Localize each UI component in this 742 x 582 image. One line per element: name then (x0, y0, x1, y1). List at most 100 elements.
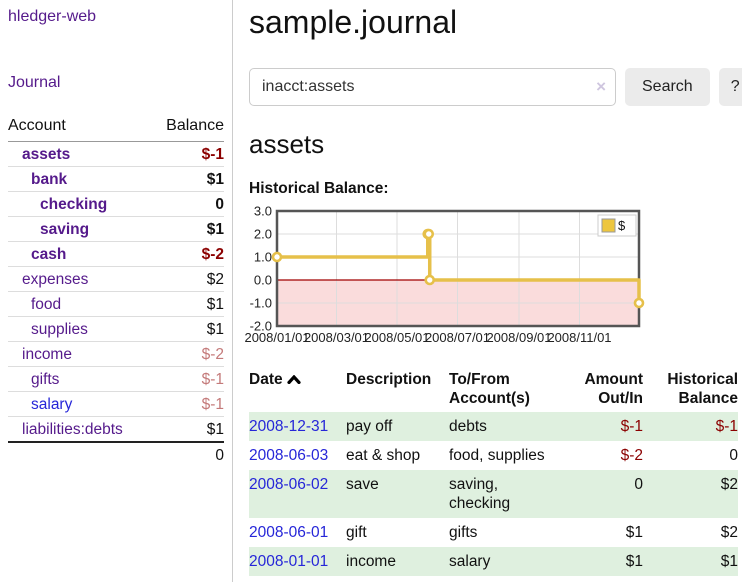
register-row: 2008-12-31 pay off debts $-1 $-1 (249, 412, 738, 441)
account-link[interactable]: bank (31, 170, 68, 188)
data-point-marker[interactable] (633, 297, 645, 309)
brand-link[interactable]: hledger-web (8, 8, 97, 25)
page-title: sample.journal (249, 4, 458, 40)
accounts-total-row: 0 (8, 441, 224, 468)
y-axis-tick-label: 0.0 (254, 273, 272, 288)
transaction-date-link[interactable]: 2008-06-02 (249, 476, 329, 493)
transaction-description: pay off (346, 418, 393, 435)
amount-header-line2: Out/In (598, 390, 643, 407)
register-header-row: Date Description To/From Account(s) Amou… (249, 368, 738, 412)
transaction-accounts: salary (449, 553, 491, 570)
accounts-column-header[interactable]: To/From Account(s) (449, 368, 559, 412)
x-axis-tick-label: 2008/07/01 (425, 330, 490, 345)
balance-column-header[interactable]: Historical Balance (643, 368, 738, 412)
account-balance: $-1 (201, 145, 224, 163)
y-axis-tick-label: 2.0 (254, 227, 272, 242)
search-form: × Search ? (249, 68, 742, 106)
amount-header-line1: Amount (584, 371, 643, 388)
account-link[interactable]: food (31, 295, 62, 313)
transaction-accounts: saving, checking (449, 476, 511, 512)
register-table: Date Description To/From Account(s) Amou… (249, 368, 738, 576)
account-link[interactable]: cash (31, 245, 67, 263)
account-link[interactable]: salary (31, 395, 73, 413)
account-link[interactable]: liabilities:debts (22, 420, 123, 438)
accounts-table: Account Balance assets $-1 bank $1 checking 0… (8, 114, 224, 468)
x-axis-tick-label: 2008/03/01 (304, 330, 369, 345)
register-cell: 2008-12-31 (249, 412, 346, 441)
account-row: expenses $2 (8, 266, 224, 291)
account-balance: $1 (206, 420, 224, 438)
account-row: supplies $1 (8, 316, 224, 341)
register-cell: 2008-06-02 (249, 470, 346, 518)
account-balance: $-2 (201, 245, 224, 263)
main-content: sample.journal × Search ? assets Histori… (233, 0, 742, 582)
balance-header-line2: Balance (678, 390, 738, 407)
accounts-table-header: Account Balance (8, 114, 224, 142)
transaction-date-link[interactable]: 2008-01-01 (249, 553, 329, 570)
account-balance: $-1 (201, 395, 224, 413)
register-cell: 2008-01-01 (249, 547, 346, 576)
search-button[interactable]: Search (625, 68, 710, 106)
x-axis-tick-label: 2008/11/01 (547, 330, 611, 345)
data-point-marker[interactable] (271, 251, 283, 263)
register-cell: 2008-06-03 (249, 441, 346, 470)
transaction-description: gift (346, 524, 367, 541)
account-balance: $2 (206, 270, 224, 288)
amount-column-header[interactable]: Amount Out/In (559, 368, 643, 412)
transaction-accounts: gifts (449, 524, 478, 541)
account-balance: $-1 (201, 370, 224, 388)
account-link[interactable]: income (22, 345, 72, 363)
account-balance: $1 (206, 170, 224, 188)
transaction-date-link[interactable]: 2008-06-01 (249, 524, 329, 541)
account-link[interactable]: gifts (31, 370, 60, 388)
account-row: food $1 (8, 291, 224, 316)
description-column-header[interactable]: Description (346, 371, 432, 388)
help-button[interactable]: ? (718, 68, 742, 106)
search-input[interactable] (249, 68, 616, 106)
transaction-amount: $1 (625, 524, 643, 541)
sidebar: hledger-web Journal Account Balance asse… (0, 0, 233, 582)
transaction-balance: $-1 (715, 418, 738, 435)
accounts-table-body: assets $-1 bank $1 checking 0 saving $1 cash $-2 e… (8, 142, 224, 441)
sidebar-item-journal[interactable]: Journal (8, 74, 61, 91)
account-link[interactable]: checking (40, 195, 108, 213)
x-axis-tick-label: 2008/01/01 (244, 330, 309, 345)
transaction-accounts: food, supplies (449, 447, 545, 464)
transaction-balance: $2 (720, 524, 738, 541)
account-row: bank $1 (8, 166, 224, 191)
register-row: 2008-06-03 eat & shop food, supplies $-2 0 (249, 441, 738, 470)
data-point-marker[interactable] (423, 228, 435, 240)
account-link[interactable]: saving (40, 220, 90, 238)
transaction-description: save (346, 476, 379, 493)
account-link[interactable]: supplies (31, 320, 88, 338)
account-balance: $-2 (201, 345, 224, 363)
account-row: checking 0 (8, 191, 224, 216)
account-row: cash $-2 (8, 241, 224, 266)
account-row: liabilities:debts $1 (8, 416, 224, 441)
data-point-marker[interactable] (424, 274, 436, 286)
legend-swatch (601, 218, 616, 233)
account-link[interactable]: expenses (22, 270, 89, 288)
register-row: 2008-06-01 gift gifts $1 $2 (249, 518, 738, 547)
y-axis-tick-label: 3.0 (254, 204, 272, 219)
balance-column-header: Balance (166, 117, 224, 134)
x-axis-tick-label: 2008/09/01 (486, 330, 551, 345)
transaction-amount: $-2 (620, 447, 643, 464)
account-row: gifts $-1 (8, 366, 224, 391)
y-axis-tick-label: -2.0 (250, 319, 272, 334)
account-heading: assets (249, 129, 325, 159)
balance-chart-svg: $3.0 2.0 1.0 0.0 -1.0 -2.02008/01/012008/03/0… (244, 204, 645, 345)
clear-search-icon[interactable]: × (596, 77, 606, 96)
transaction-date-link[interactable]: 2008-06-03 (249, 447, 329, 464)
transaction-description: eat & shop (346, 447, 421, 464)
balance-chart: $3.0 2.0 1.0 0.0 -1.0 -2.0 2008/01/01 2008/03/0… (244, 204, 742, 348)
accounts-total-balance: 0 (215, 446, 224, 464)
account-link[interactable]: assets (22, 145, 71, 163)
date-column-header[interactable]: Date (249, 368, 346, 412)
transaction-balance: $2 (720, 476, 738, 493)
transaction-date-link[interactable]: 2008-12-31 (249, 418, 329, 435)
register-row: 2008-01-01 income salary $1 $1 (249, 547, 738, 576)
plot-border (275, 209, 641, 328)
account-balance: $1 (206, 320, 224, 338)
